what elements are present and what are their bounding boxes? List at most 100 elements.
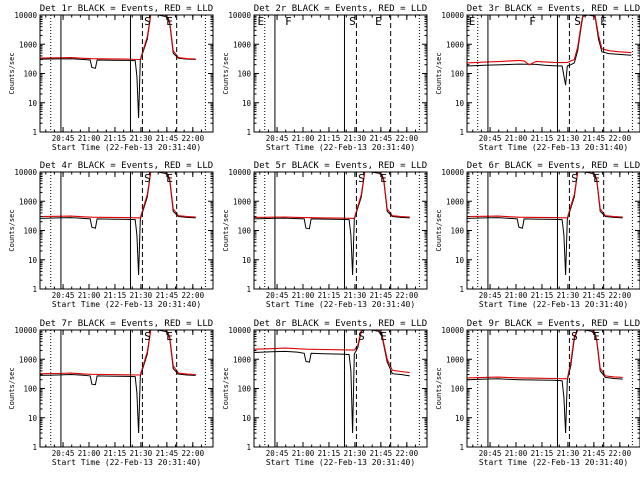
x-tick-label: 21:45 (370, 291, 393, 300)
x-tick-label: 20:45 (52, 449, 75, 458)
interval-letter: S (144, 172, 151, 185)
x-tick-label: 20:45 (266, 134, 289, 143)
plot-frame (466, 171, 640, 290)
y-tick-label: 100 (237, 385, 251, 394)
x-tick-label: 21:30 (344, 291, 367, 300)
series-lld-line (40, 330, 196, 376)
x-tick-label: 21:45 (370, 449, 393, 458)
series-events-line (254, 172, 410, 276)
x-tick-label: 21:45 (583, 291, 606, 300)
y-tick-label: 1000 (233, 40, 252, 49)
x-tick-label: 20:45 (479, 291, 502, 300)
plot-frame (39, 14, 214, 133)
y-tick-label: 10 (455, 99, 465, 108)
panel-title: Det 2r BLACK = Events, RED = LLD (254, 4, 427, 14)
interval-letter: F (529, 15, 536, 28)
panel-title: Det 6r BLACK = Events, RED = LLD (467, 161, 640, 171)
series-lld-line (254, 330, 410, 374)
x-axis-label: Start Time (22-Feb-13 20:31:40) (266, 300, 415, 309)
x-tick-label: 22:00 (396, 291, 419, 300)
y-tick-label: 1000 (19, 197, 38, 206)
y-tick-label: 1000 (233, 197, 252, 206)
x-tick-label: 22:00 (396, 134, 419, 143)
plot-frame (253, 171, 428, 290)
x-tick-label: 20:45 (266, 291, 289, 300)
x-tick-label: 21:30 (557, 291, 580, 300)
interval-letter: E (600, 15, 607, 28)
x-tick-label: 22:00 (182, 449, 205, 458)
x-tick-label: 21:00 (292, 449, 315, 458)
x-axis-label: Start Time (22-Feb-13 20:31:40) (479, 458, 628, 467)
x-tick-label: 22:00 (609, 291, 632, 300)
interval-letter: S (574, 15, 581, 28)
y-tick-label: 10 (242, 414, 252, 423)
x-tick-label: 21:30 (130, 291, 153, 300)
y-tick-label: 10000 (441, 11, 464, 20)
x-tick-label: 21:15 (104, 291, 127, 300)
series-lld-line (467, 172, 623, 219)
series-lld-line (467, 15, 632, 66)
y-tick-label: 10 (28, 99, 38, 108)
y-tick-label: 1 (459, 128, 464, 137)
y-tick-label: 100 (23, 227, 37, 236)
x-tick-label: 21:00 (505, 134, 528, 143)
y-tick-label: 100 (237, 227, 251, 236)
y-tick-label: 100 (450, 70, 464, 79)
x-tick-label: 21:45 (370, 134, 393, 143)
x-axis-label: Start Time (22-Feb-13 20:31:40) (266, 143, 415, 152)
x-tick-label: 21:15 (318, 291, 341, 300)
x-tick-label: 21:30 (130, 134, 153, 143)
y-tick-label: 1000 (446, 40, 465, 49)
interval-letter: E (593, 172, 600, 185)
interval-letter: E (166, 330, 173, 343)
y-tick-label: 1 (459, 443, 464, 452)
interval-letter: E (593, 330, 600, 343)
x-tick-label: 21:30 (344, 449, 367, 458)
interval-letter: S (571, 172, 578, 185)
y-tick-label: 10000 (228, 326, 251, 335)
y-tick-label: 10000 (14, 326, 37, 335)
x-tick-label: 21:15 (531, 449, 554, 458)
x-tick-label: 21:45 (156, 291, 179, 300)
panel-title: Det 3r BLACK = Events, RED = LLD (467, 4, 640, 14)
x-tick-label: 21:00 (292, 134, 315, 143)
x-tick-label: 22:00 (396, 449, 419, 458)
x-axis-label: Start Time (22-Feb-13 20:31:40) (52, 458, 201, 467)
series-lld-line (40, 172, 196, 219)
plot-frame (466, 14, 640, 133)
y-tick-label: 1 (246, 128, 251, 137)
x-tick-label: 21:15 (531, 134, 554, 143)
x-tick-label: 21:00 (505, 449, 528, 458)
x-tick-label: 22:00 (182, 134, 205, 143)
x-tick-label: 22:00 (609, 449, 632, 458)
x-tick-label: 20:45 (52, 134, 75, 143)
x-tick-label: 21:30 (344, 134, 367, 143)
x-tick-label: 21:15 (104, 134, 127, 143)
y-tick-label: 100 (23, 385, 37, 394)
x-tick-label: 21:30 (557, 134, 580, 143)
x-tick-label: 20:45 (266, 449, 289, 458)
interval-letter: E (380, 330, 387, 343)
y-tick-label: 1000 (19, 355, 38, 364)
series-lld-line (40, 15, 196, 61)
x-axis-label: Start Time (22-Feb-13 20:31:40) (266, 458, 415, 467)
y-tick-label: 1 (32, 285, 37, 294)
y-tick-label: 10 (242, 99, 252, 108)
series-events-line (40, 15, 196, 119)
interval-letter: E (257, 15, 264, 28)
x-tick-label: 21:15 (531, 291, 554, 300)
interval-letter: E (166, 172, 173, 185)
panel-title: Det 5r BLACK = Events, RED = LLD (254, 161, 427, 171)
y-tick-label: 1000 (446, 355, 465, 364)
y-tick-label: 10000 (228, 168, 251, 177)
series-events-line (467, 330, 623, 434)
interval-letter: E (469, 15, 476, 28)
x-tick-label: 21:15 (318, 449, 341, 458)
